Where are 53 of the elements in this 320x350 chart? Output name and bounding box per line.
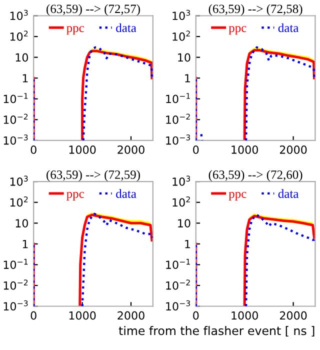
y-tick-label: 10$^{3}$ bbox=[10, 176, 28, 186]
y-tick-label: 10 bbox=[16, 219, 28, 228]
x-tick-label: 0 bbox=[30, 145, 36, 154]
chart-title: (63,59) --> (72,59) bbox=[46, 170, 140, 182]
y-tick-label: 10 bbox=[178, 219, 190, 228]
legend-label: data bbox=[116, 189, 136, 198]
y-tick-label: 10$^{−1}$ bbox=[4, 258, 28, 269]
y-tick-label: 1 bbox=[22, 74, 28, 82]
y-tick-label: 10$^{−2}$ bbox=[166, 114, 190, 124]
x-tick-label: 1000 bbox=[69, 311, 96, 320]
legend-label: data bbox=[116, 23, 136, 32]
legend-label: data bbox=[278, 189, 299, 198]
legend-label: ppc bbox=[66, 26, 84, 35]
y-tick-label: 10$^{−3}$ bbox=[166, 300, 190, 311]
legend-label: ppc bbox=[66, 192, 84, 200]
y-tick-label: 10$^{2}$ bbox=[10, 196, 28, 207]
x-tick-label: 2000 bbox=[280, 311, 307, 320]
x-tick-label: 0 bbox=[30, 311, 36, 320]
y-tick-label: 10$^{2}$ bbox=[172, 30, 190, 41]
x-tick-label: 0 bbox=[193, 311, 199, 320]
y-tick-label: 10$^{−2}$ bbox=[166, 280, 190, 290]
x-tick-label: 1000 bbox=[232, 145, 258, 154]
x-tick-label: 2000 bbox=[118, 311, 144, 320]
y-tick-label: 10$^{2}$ bbox=[172, 196, 190, 207]
y-tick-label: 10$^{−1}$ bbox=[4, 93, 28, 104]
y-tick-label: 1 bbox=[22, 240, 28, 248]
y-tick-label: 10$^{−1}$ bbox=[166, 93, 190, 104]
y-tick-label: 10 bbox=[16, 53, 28, 62]
y-tick-label: 10 bbox=[178, 53, 190, 62]
chart-title: (63,59) --> (72,60) bbox=[208, 170, 302, 182]
y-tick-label: 10$^{2}$ bbox=[10, 30, 28, 41]
chart-title: (63,59) --> (72,58) bbox=[208, 4, 302, 16]
y-tick-label: 10$^{−2}$ bbox=[4, 280, 28, 290]
y-tick-label: 10$^{3}$ bbox=[172, 176, 190, 186]
x-axis-title: time from the flasher event [ ns ] bbox=[118, 326, 314, 337]
x-tick-label: 2000 bbox=[280, 145, 307, 154]
y-tick-label: 10$^{−3}$ bbox=[166, 134, 190, 145]
y-tick-label: 10$^{−3}$ bbox=[4, 134, 28, 145]
y-tick-label: 10$^{3}$ bbox=[172, 10, 190, 20]
legend-label: data bbox=[278, 23, 299, 32]
y-tick-label: 10$^{−2}$ bbox=[4, 114, 28, 124]
y-tick-label: 10$^{3}$ bbox=[10, 10, 28, 20]
x-tick-label: 1000 bbox=[232, 311, 258, 320]
y-tick-label: 10$^{−1}$ bbox=[166, 258, 190, 269]
series-label: ppc bbox=[228, 192, 246, 200]
x-tick-label: 2000 bbox=[118, 145, 144, 154]
chart-title: (63,59) --> (72,57) bbox=[46, 4, 140, 16]
x-tick-label: 0 bbox=[193, 145, 199, 154]
y-tick-label: 1 bbox=[185, 240, 190, 248]
x-tick-label: 1000 bbox=[69, 145, 96, 154]
y-tick-label: 10$^{−3}$ bbox=[4, 300, 28, 311]
series-label: ppc bbox=[228, 26, 246, 35]
y-tick-label: 1 bbox=[185, 74, 190, 82]
